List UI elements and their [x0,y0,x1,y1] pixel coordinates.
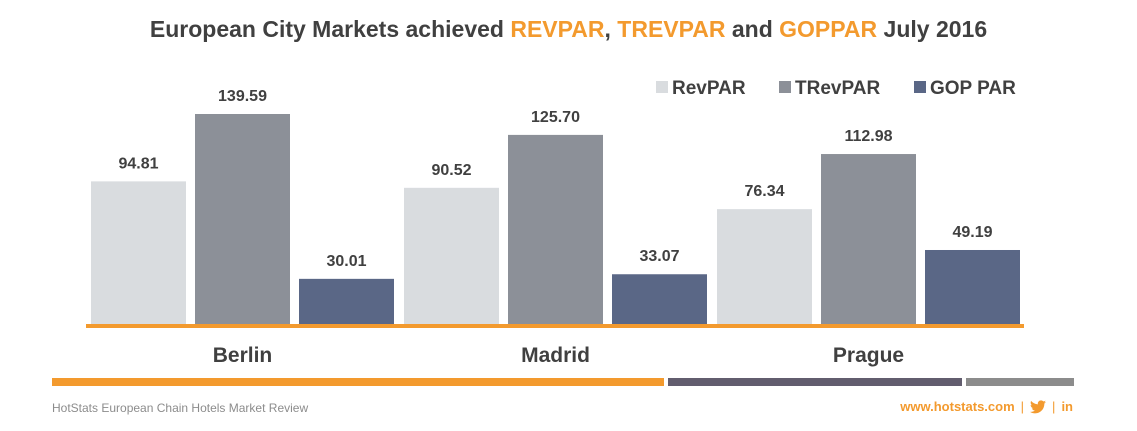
bar-trevpar-madrid [508,134,603,324]
legend-label-revpar: RevPAR [672,78,746,99]
data-label: 33.07 [639,248,679,265]
footer-source-text: HotStats European Chain Hotels Market Re… [52,401,309,415]
bar-revpar-prague [717,209,812,324]
category-label-berlin: Berlin [213,344,273,367]
linkedin-icon[interactable]: in [1061,399,1073,414]
data-label: 125.70 [531,109,580,126]
legend-swatch-trevpar [779,81,791,93]
footer-separator: | [1020,399,1025,414]
title-part-3: and [725,16,780,42]
bar-revpar-madrid [404,187,499,324]
footer-links: www.hotstats.com | | in [900,399,1073,414]
bar-gop-par-berlin [299,278,394,324]
data-label: 76.34 [744,183,784,200]
legend-label-trevpar: TRevPAR [795,78,880,99]
data-label: 139.59 [218,88,267,105]
website-link[interactable]: www.hotstats.com [900,399,1015,414]
title-part-1: European City Markets achieved [149,16,511,42]
data-label: 30.01 [326,253,366,270]
bar-gop-par-madrid [612,274,707,324]
data-label: 49.19 [952,224,992,241]
bar-trevpar-berlin [195,114,290,324]
chart-title: European City Markets achieved REVPAR, T… [0,16,1137,43]
data-label: 90.52 [431,162,471,179]
bar-gop-par-prague [925,249,1020,324]
footer-stripe-gray [966,378,1074,386]
title-highlight-goppar: GOPPAR [779,16,878,42]
legend-label-gop-par: GOP PAR [930,78,1016,99]
footer-separator: | [1052,399,1056,414]
category-label-madrid: Madrid [521,344,590,367]
footer-stripe-dark [668,378,962,386]
category-label-prague: Prague [833,344,904,367]
data-label: 112.98 [844,128,892,145]
footer-stripe-orange [52,378,664,386]
title-highlight-trevpar: TREVPAR [617,16,726,42]
x-axis-baseline [86,324,1024,328]
legend-swatch-gop-par [914,81,926,93]
bar-trevpar-prague [821,154,916,324]
twitter-bird-icon[interactable] [1030,399,1047,414]
data-label: 94.81 [118,155,158,172]
title-highlight-revpar: REVPAR [510,16,605,42]
title-part-4: July 2016 [877,16,988,42]
bar-revpar-berlin [91,181,186,324]
legend-swatch-revpar [656,81,668,93]
title-part-2: , [604,16,618,42]
